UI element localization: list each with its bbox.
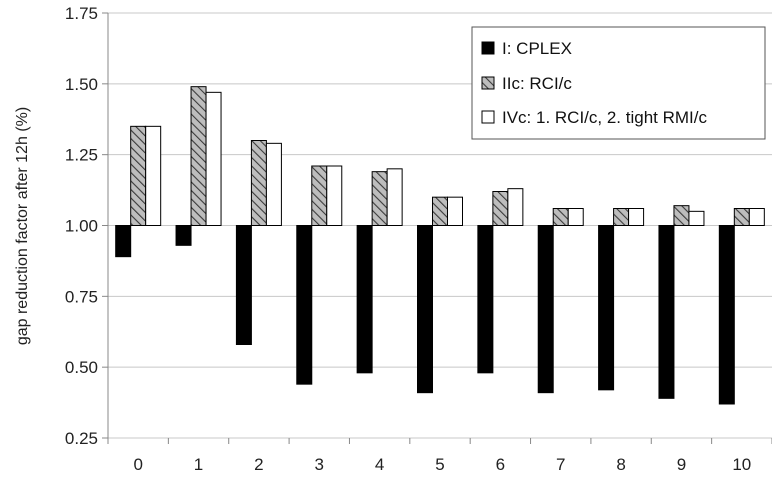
y-tick-label: 1.00 [65,217,98,236]
legend-swatch-rci [481,76,495,90]
x-tick-label: 8 [616,455,625,474]
x-tick-label: 3 [315,455,324,474]
bar-series-2-cat-1 [190,86,207,226]
legend-label-rmi: IVc: 1. RCI/c, 2. tight RMI/c [502,108,707,127]
y-tick-label: 1.50 [65,75,98,94]
x-tick-label: 7 [556,455,565,474]
bar-series-1-cat-1 [175,225,192,246]
bar-series-1-cat-3 [296,225,313,385]
bar-series-2-cat-9 [673,205,690,227]
bar-series-1-cat-4 [356,225,373,374]
legend: I: CPLEX IIc: RCI/c IVc: 1. RCI/c, 2. ti… [471,26,766,140]
bars [115,86,765,405]
x-tick-label: 6 [496,455,505,474]
x-tick-label: 5 [435,455,444,474]
y-axis-title: gap reduction factor after 12h (%) [14,107,31,345]
bar-series-1-cat-10 [718,225,735,405]
bar-series-1-cat-9 [658,225,675,399]
bar-series-3-cat-1 [205,91,222,227]
bar-series-2-cat-10 [733,208,750,226]
bar-series-1-cat-6 [477,225,494,374]
x-tick-label: 1 [194,455,203,474]
bar-series-3-cat-8 [628,208,645,226]
bar-series-1-cat-0 [115,225,132,258]
bar-series-2-cat-6 [492,191,509,226]
bar-series-3-cat-7 [567,208,584,226]
x-tick-label: 4 [375,455,384,474]
bar-series-2-cat-4 [371,171,388,227]
axes: 0.25 0.50 0.75 1.00 1.25 1.50 1.75 0 1 2 3 4 5 6 7 8 9 10 [65,4,772,474]
bar-series-3-cat-2 [265,142,282,226]
bar-series-3-cat-9 [688,210,705,226]
bar-series-2-cat-2 [250,140,267,226]
x-tick-label: 9 [677,455,686,474]
bar-series-2-cat-0 [130,125,147,226]
legend-box [471,26,766,140]
y-tick-label: 1.25 [65,146,98,165]
legend-label-cplex: I: CPLEX [502,39,572,58]
bar-series-3-cat-5 [447,196,463,227]
x-tick-label: 10 [732,455,751,474]
bar-series-2-cat-3 [311,165,328,226]
legend-label-rci: IIc: RCI/c [502,74,572,93]
y-tick-label: 0.50 [65,358,98,377]
legend-swatch-rmi [481,110,495,124]
bar-series-1-cat-2 [235,225,252,345]
bar-series-2-cat-7 [552,208,569,226]
bar-series-3-cat-6 [507,188,524,227]
y-tick-label: 0.25 [65,429,98,448]
y-tick-label: 0.75 [65,287,98,306]
bar-series-3-cat-3 [326,165,343,226]
bar-series-1-cat-5 [417,225,433,394]
bar-series-3-cat-0 [145,125,162,226]
bar-series-3-cat-10 [748,208,765,226]
x-tick-label: 2 [254,455,263,474]
y-tick-label: 1.75 [65,4,98,23]
x-tick-label: 0 [133,455,142,474]
bar-series-1-cat-7 [537,225,554,394]
bar-series-2-cat-5 [432,196,448,227]
bar-series-1-cat-8 [598,225,615,391]
bar-series-3-cat-4 [386,168,403,226]
bar-series-2-cat-8 [613,208,630,226]
legend-swatch-cplex [481,41,495,55]
